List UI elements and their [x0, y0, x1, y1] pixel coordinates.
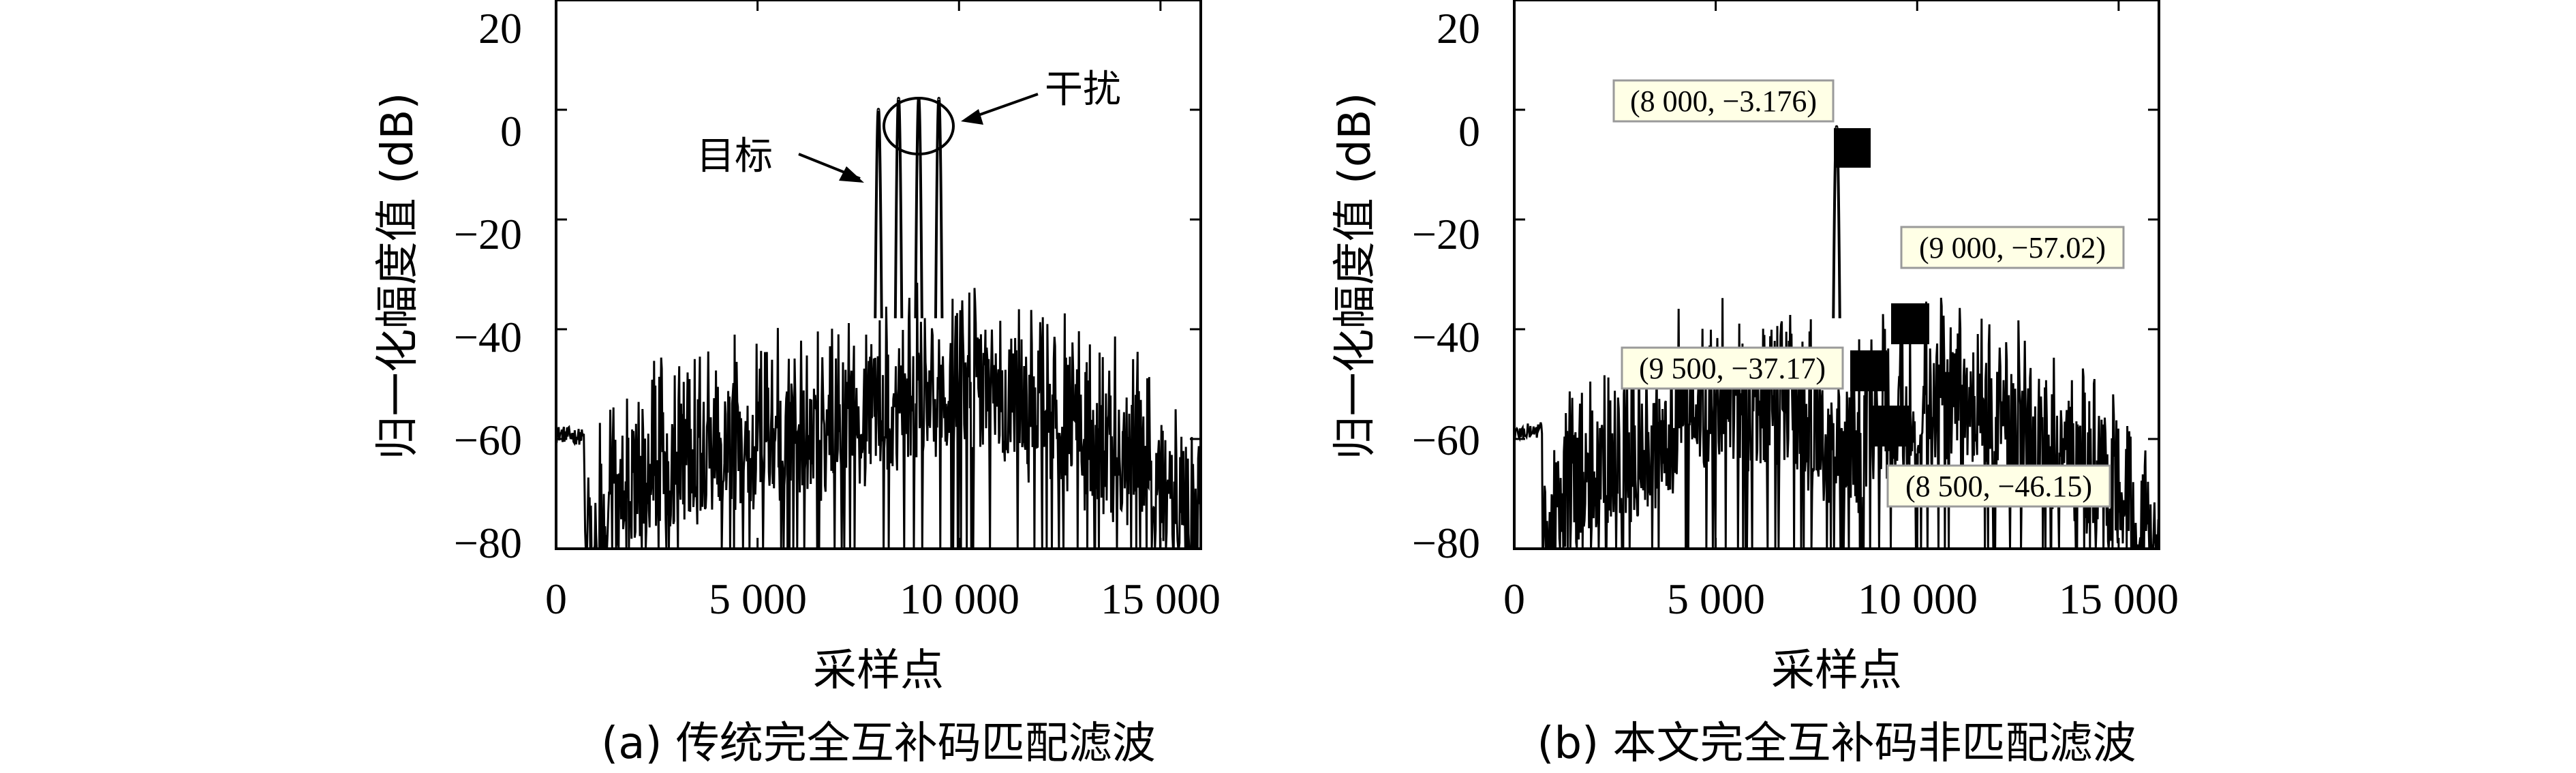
chart-a-traces [555, 97, 1202, 550]
chart-a-arrow-interference-head [961, 109, 983, 125]
chart-b: 20 0 −20 −40 −60 −80 0 5 000 10 000 15 0… [1330, 0, 2179, 769]
chart-b-ytick-label: 20 [1437, 4, 1480, 52]
chart-a-interference-ellipse [883, 97, 955, 155]
chart-b-peak [1832, 125, 1841, 318]
chart-b-xtick-label: 0 [1503, 575, 1525, 623]
chart-b-datatip-marker [1850, 350, 1887, 391]
chart-a-xtick-label: 0 [545, 575, 567, 623]
chart-b-xtick-label: 15 000 [2059, 575, 2179, 623]
chart-a-plot-frame [555, 0, 1202, 550]
chart-b-datatip-label: (8 500, −46.15) [1905, 470, 2092, 503]
chart-a-peak [934, 97, 944, 318]
chart-b-plot-frame [1513, 0, 2160, 550]
chart-a-ytick-label: −60 [454, 416, 522, 464]
chart-b-xtick-label: 5 000 [1667, 575, 1765, 623]
chart-b-caption: (b) 本文完全互补码非匹配滤波 [1537, 718, 2136, 769]
chart-b-datatip-marker [1834, 128, 1871, 168]
chart-b-ytick-label: −20 [1412, 210, 1480, 258]
chart-b-ytick-label: −80 [1412, 519, 1480, 567]
chart-b-xlabel: 采样点 [1771, 646, 1902, 696]
chart-b-datatip-label: (8 000, −3.176) [1630, 85, 1817, 118]
chart-a-xlabel: 采样点 [813, 646, 944, 696]
chart-a-annotation-target: 目标 [696, 134, 773, 179]
chart-b-datatip-label: (9 000, −57.02) [1919, 231, 2106, 264]
chart-b-ytick-label: 0 [1458, 107, 1480, 155]
chart-a-xtick-label: 10 000 [900, 575, 1019, 623]
chart-a-xtick-label: 15 000 [1101, 575, 1221, 623]
chart-a-xtick-label: 5 000 [709, 575, 807, 623]
chart-a-ticks [555, 0, 1201, 550]
chart-a-ytick-label: −40 [454, 313, 522, 361]
chart-b-datatip-box [1886, 464, 2111, 508]
chart-b-ytick-label: −40 [1412, 313, 1480, 361]
chart-a-peak [893, 97, 904, 318]
chart-a-ytick-label: 20 [478, 4, 522, 52]
chart-b-datatip-label: (9 500, −37.17) [1639, 352, 1826, 385]
chart-b-datatip-box [1900, 226, 2125, 269]
chart-b-xtick-label: 10 000 [1858, 575, 1978, 623]
chart-b-ytick-label: −60 [1412, 416, 1480, 464]
chart-b-datatip-marker [1891, 303, 1929, 344]
chart-b-ylabel: 归一化幅度值 (dB) [1330, 93, 1381, 460]
chart-a-annotation-interference: 干扰 [1045, 67, 1121, 112]
chart-a-peak [914, 97, 923, 318]
chart-a-arrow-interference [972, 93, 1039, 119]
chart-b-series-line [1513, 297, 2160, 550]
chart-b-datatip-marker [1871, 406, 1910, 446]
chart-b-ticks [1513, 0, 2159, 550]
chart-a-ytick-label: −20 [454, 210, 522, 258]
chart-b-datatip-box [1621, 346, 1844, 390]
chart-a-ytick-label: −80 [454, 519, 522, 567]
chart-b-datatip-box [1612, 79, 1835, 123]
chart-a-ytick-label: 0 [500, 107, 522, 155]
chart-a: 20 0 −20 −40 −60 −80 0 5 000 10 000 15 0… [373, 0, 1221, 769]
chart-a-peak [874, 108, 883, 318]
chart-a-arrow-target-head [839, 166, 864, 183]
chart-a-ylabel: 归一化幅度值 (dB) [373, 93, 423, 460]
chart-a-series-line [555, 282, 1202, 550]
chart-a-caption: (a) 传统完全互补码匹配滤波 [601, 718, 1156, 769]
